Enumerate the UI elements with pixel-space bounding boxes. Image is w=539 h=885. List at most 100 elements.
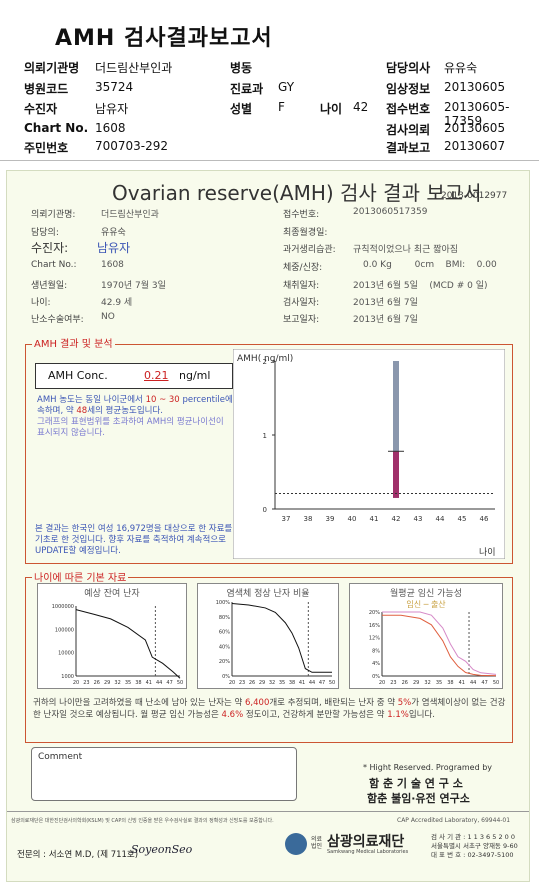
foundation-name-en: Samkwang Medical Laboratories [327, 849, 409, 855]
amh-xtick-label: 38 [304, 515, 313, 523]
amh-xtick-label: 45 [458, 515, 467, 523]
xtick-label: 32 [269, 680, 275, 686]
xtick-label: 41 [299, 680, 305, 686]
amh-conc-label: AMH Conc. [48, 369, 108, 382]
foundation-prefix: 의료 법인 [311, 836, 323, 850]
amh-xtick-label: 46 [480, 515, 489, 523]
value-resident-no: 700703-292 [95, 139, 169, 153]
xtick-label: 23 [239, 680, 245, 686]
amh-ytick-label: 0 [263, 506, 267, 514]
label-request-date: 검사의뢰 [386, 123, 431, 137]
xtick-label: 32 [424, 680, 430, 686]
amh-xtick-label: 44 [436, 515, 445, 523]
scanned-report: Ovarian reserve(AMH) 검사 결과 보고서 2013-0012… [6, 170, 530, 882]
panel-eggs: 예상 잔여 난자 1000000 100000 10000 1000 20 23 26 29 3… [37, 583, 187, 689]
value-request-date: 20130605 [444, 121, 506, 135]
contact-info: 검 사 기 관 : 1 1 3 6 5 2 0 0 서울특별시 서초구 양재동 … [431, 833, 518, 860]
xtick-label: 23 [83, 680, 89, 686]
f-chart-value: 1608 [101, 260, 124, 270]
chromosome-chart: 100% 80% 60% 40% 20% 0%20 23 26 29 32 35 38 41 44 47 50 [216, 600, 335, 686]
amh-interpretation: AMH 농도는 동일 나이군에서 10 ~ 30 percentile에 속하며… [37, 395, 233, 439]
footer-note: 삼광의료재단은 대한진단검사의학회(KSLM) 및 CAP의 신빙 인증을 받은… [11, 818, 274, 824]
copyright: * Hight Reserved. Programed by [363, 763, 493, 772]
xtick-label: 47 [166, 680, 172, 686]
value-age: 42 [353, 100, 369, 114]
amh-xlabel: 나이 [479, 547, 496, 558]
xtick-label: 20 [379, 680, 385, 686]
amh-xtick-label: 42 [392, 515, 401, 523]
xtick-label: 26 [249, 680, 255, 686]
f-report-label: 보고일자: [283, 315, 320, 325]
label-doctor: 담당의사 [386, 61, 431, 75]
f-chart-label: Chart No.: [31, 260, 77, 270]
label-clinical-info: 임상정보 [386, 82, 431, 96]
value-chart-no: 1608 [95, 121, 126, 135]
f-institution-value: 더드림산부인과 [101, 210, 159, 220]
amh-section [25, 344, 513, 564]
f-patient-value: 남유자 [97, 241, 131, 255]
f-test-value: 2013년 6월 7일 [353, 298, 418, 308]
sum-1i: 입니다. [408, 710, 435, 720]
ytick-label: 12% [369, 636, 380, 642]
xtick-label: 38 [447, 680, 453, 686]
basic-summary: 귀하의 나이만을 고려하였을 때 난소에 남아 있는 난자는 약 6,400개로… [33, 697, 509, 721]
sum-1g: 정도이고, 건강하게 분만할 가능성은 약 [245, 710, 385, 720]
amh-range-bar [393, 361, 399, 498]
f-accession-label: 접수번호: [283, 210, 320, 220]
series-line-0 [382, 611, 497, 675]
xtick-label: 47 [481, 680, 487, 686]
f-patient-label: 수진자: [31, 241, 69, 255]
xtick-label: 47 [319, 680, 325, 686]
label-accession: 접수번호 [386, 102, 431, 116]
xtick-label: 50 [493, 680, 499, 686]
f-age-label: 나이: [31, 298, 51, 308]
label-hospital-code: 병원코드 [24, 82, 69, 96]
amh-ytick-label: 2 [263, 358, 267, 366]
amh-ylabel: AMH( ng/ml) [237, 354, 293, 364]
label-age: 나이 [320, 102, 343, 116]
f-birth-value: 1970년 7월 3일 [101, 281, 166, 291]
amh-chart: AMH( ng/ml) 나이 0 1 2 37 38 39 40 41 42 43 44 45 46 [233, 349, 505, 559]
ytick-label: 10000 [58, 651, 74, 657]
xtick-label: 38 [289, 680, 295, 686]
amh-ytick-label: 1 [263, 432, 267, 440]
xtick-label: 23 [390, 680, 396, 686]
xtick-label: 26 [94, 680, 100, 686]
value-clinical-info: 20130605 [444, 80, 506, 94]
xtick-label: 50 [329, 680, 335, 686]
f-history-label: 과거생리습관: [283, 245, 336, 255]
ytick-label: 1000000 [52, 604, 74, 610]
f-age-value: 42.9 세 [101, 298, 133, 308]
value-accession: 20130605-17359 [444, 100, 510, 128]
f-doctor-label: 담당의: [31, 228, 59, 238]
amh-text-1d: 48 [76, 406, 88, 416]
f-collect-label: 채취일자: [283, 281, 320, 291]
ytick-label: 8% [372, 648, 380, 654]
amh-xtick-label: 37 [282, 515, 291, 523]
label-ward: 병동 [230, 61, 253, 75]
label-resident-no: 주민번호 [24, 141, 69, 155]
label-department: 진료과 [230, 82, 264, 96]
f-institution-label: 의뢰기관명: [31, 210, 76, 220]
ytick-label: 60% [219, 630, 230, 636]
ytick-label: 40% [219, 644, 230, 650]
xtick-label: 44 [156, 680, 162, 686]
value-institution: 더드림산부인과 [95, 61, 173, 75]
amh-text-1a: AMH 농도는 동일 나이군에서 [37, 395, 143, 405]
amh-conc-unit: ng/ml [179, 369, 211, 382]
basic-section [25, 577, 513, 743]
ytick-label: 80% [219, 615, 230, 621]
basic-heading: 나이에 따른 기본 자료 [32, 569, 129, 584]
amh-text-1b: 10 ~ 30 [145, 395, 180, 405]
footer-divider [7, 811, 529, 812]
value-hospital-code: 35724 [95, 80, 134, 94]
xtick-label: 38 [135, 680, 141, 686]
institute-2: 함춘 불임·유전 연구소 [367, 792, 470, 805]
amh-text-1c: percentile에 속하며, 약 [37, 395, 233, 416]
contact-3: 대 표 번 호 : 02-3497-5100 [431, 851, 514, 859]
contact-1: 검 사 기 관 : 1 1 3 6 5 2 0 0 [431, 833, 515, 841]
ytick-label: 16% [369, 623, 380, 629]
amh-xtick-label: 40 [348, 515, 357, 523]
xtick-label: 20 [73, 680, 79, 686]
signature: SoyeonSeo [131, 843, 193, 856]
